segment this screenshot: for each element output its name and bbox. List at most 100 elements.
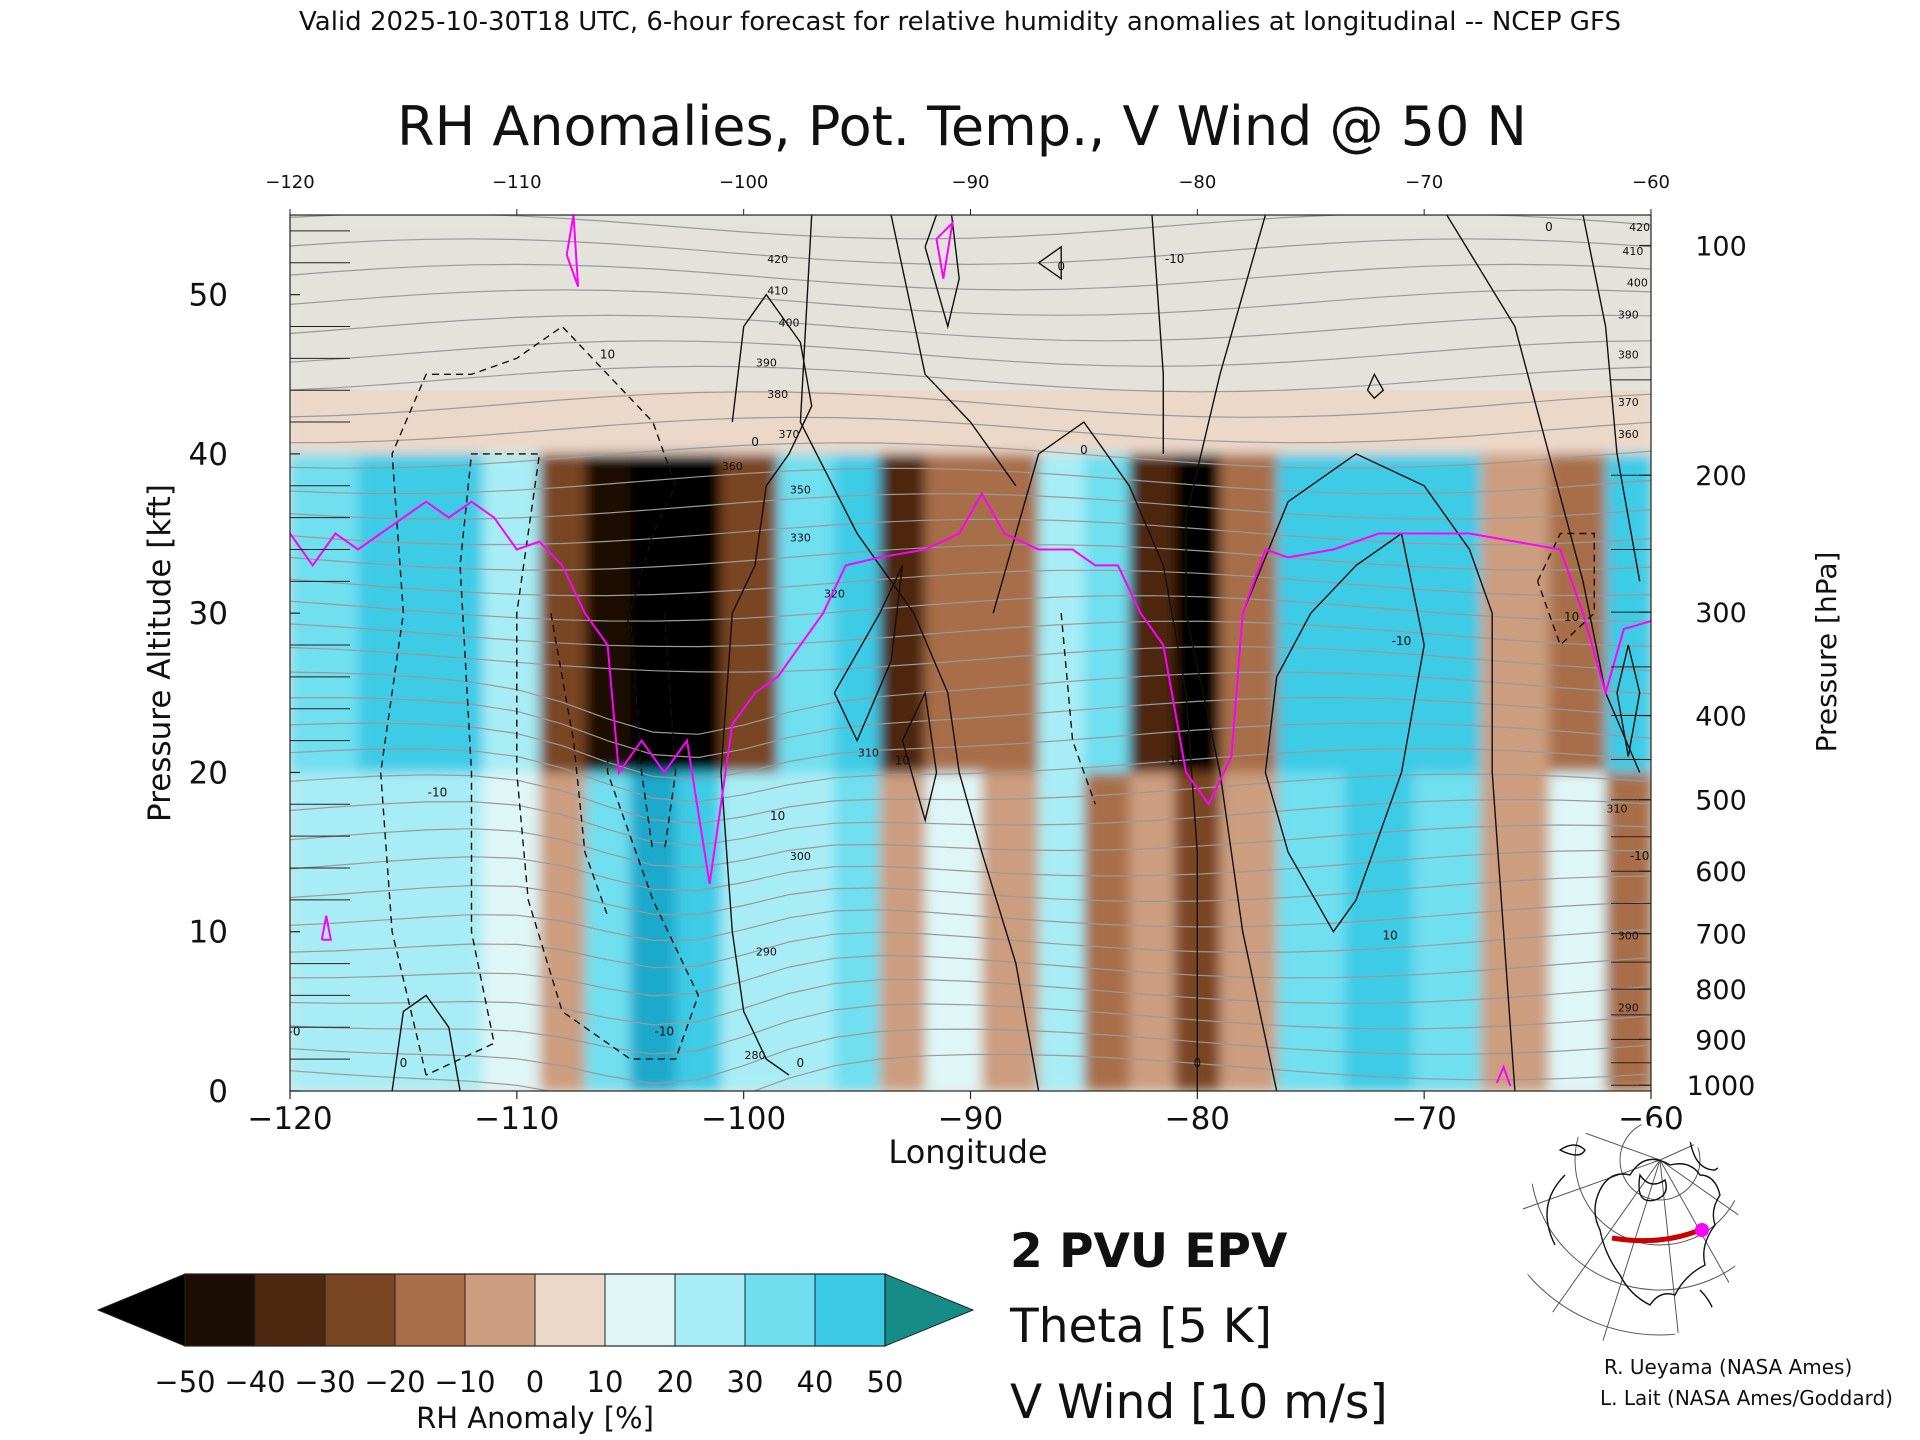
theta-contour-line	[290, 365, 1651, 393]
rh-cell	[290, 453, 360, 773]
theta-contour-label: 420	[767, 253, 788, 266]
plot-area: 420 410 400 390 380 370 360 350 330 320 310 300 290 2…	[289, 214, 1652, 1092]
rh-cell	[879, 772, 927, 1091]
vwind-contour-line	[1185, 215, 1278, 1091]
valid-time-header: Valid 2025-10-30T18 UTC, 6-hour forecast…	[299, 7, 1621, 37]
vwind-contour-label: -10	[1392, 634, 1412, 648]
rh-cell	[834, 772, 881, 1091]
theta-contour-line	[290, 238, 1651, 266]
rh-cell	[981, 453, 1040, 773]
colorbar-segment	[255, 1274, 326, 1346]
vwind-contour-label: 10	[600, 347, 615, 361]
colorbar-tick-label: 30	[727, 1365, 764, 1399]
vwind-contour-line	[1060, 613, 1096, 805]
theta-contour-label: 400	[1627, 277, 1648, 290]
rh-cell	[1548, 453, 1607, 773]
vwind-contour-line	[1616, 644, 1641, 757]
map-cross-section-track	[1611, 1227, 1701, 1244]
epv-line	[290, 491, 1651, 885]
vwind-contours: 10 -10 -30 0 10 10 -10 -10 0 0 0 10 -10 -10 0 0 0 -0 -10 10	[289, 215, 1650, 1091]
theta-contour-line	[290, 518, 1651, 546]
vwind-contour-label: -10	[1165, 252, 1185, 266]
rh-cell	[1605, 453, 1651, 773]
colorbar-tick-label: −10	[434, 1365, 495, 1399]
rh-cell	[777, 772, 836, 1091]
rh-cell	[1220, 772, 1278, 1091]
vwind-contour-line	[924, 215, 960, 330]
theta-contour-line	[290, 442, 1651, 469]
colorbar-segment	[185, 1274, 256, 1346]
x-top-tick-label: −80	[1178, 172, 1216, 193]
theta-contour-label: 350	[790, 484, 811, 497]
pressure-tick-label: 300	[1695, 598, 1747, 629]
y-axis-left: 0 10 20 30 40 50	[189, 230, 350, 1110]
theta-contour-line	[290, 215, 1651, 240]
x-top-tick-label: −110	[492, 172, 541, 193]
vwind-contour-line	[890, 215, 1017, 487]
x-tick-label: −70	[1391, 1101, 1456, 1137]
rh-cell	[426, 772, 484, 1091]
y-axis-label-left: Pressure Altitude [kft]	[142, 484, 178, 822]
rh-cell	[1412, 772, 1482, 1091]
rh-cell	[358, 453, 428, 773]
theta-contour-line	[290, 901, 1651, 942]
vwind-contour-label: 10	[1383, 929, 1398, 943]
rh-cell	[720, 772, 779, 1091]
vwind-contour-line	[1242, 453, 1516, 1091]
pressure-tick-label: 1000	[1687, 1071, 1756, 1102]
vwind-contour-label: -0	[289, 1024, 301, 1038]
pressure-tick-label: 400	[1695, 702, 1747, 733]
rh-cell	[675, 453, 722, 773]
vwind-contour-line	[1151, 215, 1164, 454]
theta-contour-label: 390	[756, 356, 777, 369]
vwind-contour-label: -10	[1630, 849, 1650, 863]
rh-cell	[1220, 453, 1278, 773]
y-tick-label: 20	[189, 755, 228, 791]
colorbar-label: RH Anomaly [%]	[416, 1401, 654, 1435]
colorbar-tick-label: 20	[657, 1365, 694, 1399]
theta-contour-line	[290, 289, 1651, 316]
theta-contour-line	[290, 1053, 1651, 1091]
pressure-tick-label: 900	[1695, 1025, 1747, 1056]
x-top-tick-label: −120	[265, 172, 314, 193]
theta-contour-line	[290, 875, 1651, 916]
colorbar-tick-label: 50	[867, 1365, 904, 1399]
x-top-tick-label: −90	[952, 172, 990, 193]
chart-title: RH Anomalies, Pot. Temp., V Wind @ 50 N	[397, 95, 1527, 158]
rh-cell	[482, 772, 541, 1091]
theta-contour-label: 370	[1618, 396, 1639, 409]
vwind-contour-label: 0	[1057, 260, 1065, 274]
vwind-contour-line	[379, 325, 700, 1076]
epv-blob	[935, 220, 954, 279]
x-tick-label: −90	[938, 1101, 1003, 1137]
vwind-contour-line	[833, 565, 904, 743]
rh-cell	[1174, 453, 1222, 773]
rh-cell	[630, 453, 677, 773]
y-tick-label: 50	[189, 278, 228, 314]
colorbar-tick-label: −30	[294, 1365, 355, 1399]
colorbar-tick-label: −20	[364, 1365, 425, 1399]
rh-cell	[290, 772, 360, 1091]
vwind-contour-label: 0	[1545, 220, 1553, 234]
theta-contour-line	[290, 493, 1651, 520]
y-axis-right-pressure: 100 200 300 400 500 600 700 800 900 1000	[1611, 232, 1756, 1102]
colorbar-segment	[675, 1274, 746, 1346]
theta-contour-line	[290, 954, 1651, 997]
theta-contour-label: 390	[1618, 309, 1639, 322]
theta-contour-label: 310	[1606, 802, 1627, 815]
vwind-contour-line	[992, 421, 1198, 1091]
colorbar-segment	[745, 1274, 816, 1346]
theta-contour-line	[290, 263, 1651, 291]
x-axis-top: −120 −110 −100 −90 −80 −70 −60	[265, 172, 1670, 215]
x-tick-label: −100	[701, 1101, 786, 1137]
theta-contour-label: 360	[1618, 428, 1639, 441]
colorbar-segment	[325, 1274, 396, 1346]
rh-cell	[482, 453, 541, 773]
pressure-tick-label: 800	[1695, 975, 1747, 1006]
theta-contour-line	[290, 978, 1651, 1026]
x-top-tick-label: −100	[719, 172, 768, 193]
vwind-contour-line	[391, 994, 461, 1091]
vwind-contour-line	[901, 690, 938, 823]
rh-cell	[834, 453, 881, 773]
